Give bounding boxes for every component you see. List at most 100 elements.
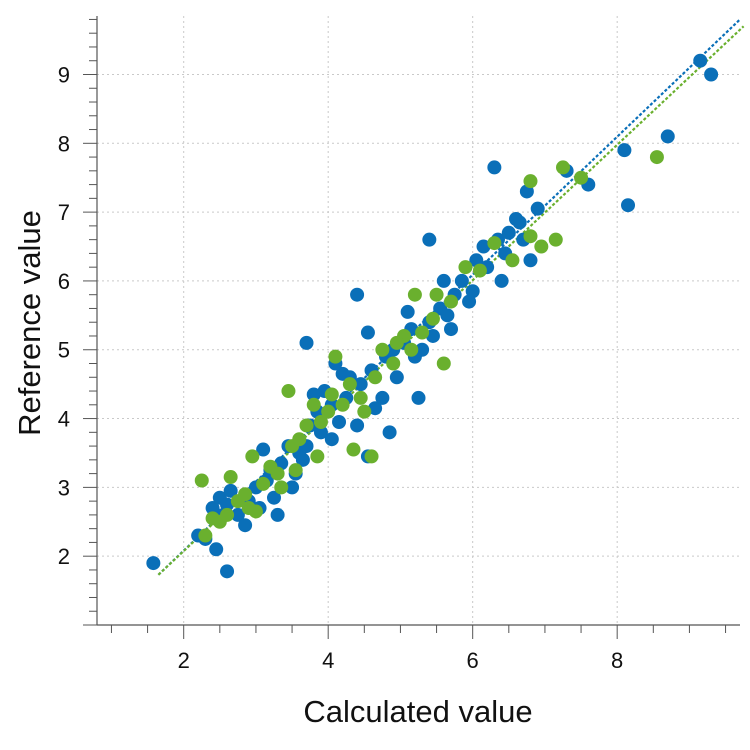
data-point-series-1: [487, 160, 502, 175]
data-point-series-1: [440, 308, 455, 323]
data-point-series-2: [299, 418, 314, 433]
data-point-series-2: [353, 390, 368, 405]
data-point-series-1: [220, 564, 235, 579]
data-point-series-2: [198, 528, 213, 543]
data-point-series-2: [328, 349, 343, 364]
data-point-series-1: [523, 253, 538, 268]
data-point-series-1: [230, 507, 245, 522]
data-point-series-2: [364, 449, 379, 464]
tick-labels: 2 4 6 8 2 3 4 5 6 7 8 9: [58, 62, 624, 673]
data-point-series-2: [313, 415, 328, 429]
x-axis-title: Calculated value: [303, 694, 532, 729]
data-point-series-2: [555, 160, 570, 175]
data-point-series-1: [389, 370, 404, 385]
data-point-series-2: [472, 263, 487, 278]
data-point-series-2: [425, 311, 440, 326]
data-point-series-2: [205, 511, 220, 526]
data-point-series-2: [574, 170, 589, 185]
data-point-series-1: [295, 452, 310, 467]
data-point-series-1: [267, 490, 282, 505]
y-tick-label: 6: [58, 269, 70, 294]
data-points: [146, 53, 719, 579]
data-point-series-2: [310, 449, 325, 464]
data-point-series-1: [350, 287, 365, 302]
x-tick-label: 4: [322, 648, 334, 673]
data-point-series-1: [693, 53, 708, 68]
data-point-series-1: [465, 284, 480, 299]
data-point-series-2: [288, 463, 303, 478]
data-point-series-1: [621, 198, 636, 213]
data-point-series-2: [346, 442, 361, 457]
data-point-series-1: [256, 442, 271, 457]
data-point-series-2: [335, 397, 350, 412]
data-point-series-2: [523, 174, 538, 189]
data-point-series-2: [368, 370, 383, 385]
data-point-series-2: [194, 473, 209, 488]
data-point-series-1: [476, 239, 491, 254]
data-point-series-2: [375, 342, 390, 357]
y-tick-label: 3: [58, 475, 70, 500]
data-point-series-2: [292, 432, 307, 447]
data-point-series-2: [534, 239, 549, 254]
data-point-series-1: [368, 401, 383, 416]
data-point-series-2: [270, 466, 285, 481]
gridlines: [97, 16, 740, 625]
data-point-series-2: [505, 253, 520, 268]
x-tick-label: 6: [467, 648, 479, 673]
data-point-series-2: [223, 470, 238, 485]
data-point-series-1: [270, 507, 285, 522]
data-point-series-1: [324, 432, 339, 447]
data-point-series-2: [245, 449, 260, 464]
y-tick-label: 4: [58, 407, 70, 432]
data-point-series-2: [306, 397, 321, 412]
y-tick-label: 2: [58, 544, 70, 569]
data-point-series-2: [386, 356, 401, 371]
data-point-series-2: [487, 236, 502, 251]
data-point-series-1: [704, 67, 719, 82]
data-point-series-2: [415, 325, 430, 340]
data-point-series-1: [350, 418, 365, 433]
data-point-series-1: [494, 273, 509, 288]
data-point-series-1: [617, 143, 632, 158]
data-point-series-1: [444, 322, 459, 337]
data-point-series-1: [436, 273, 451, 288]
y-axis-title: Reference value: [12, 210, 47, 436]
data-point-series-1: [238, 518, 253, 533]
data-point-series-2: [281, 384, 296, 399]
data-point-series-2: [523, 229, 538, 244]
data-point-series-1: [422, 232, 437, 247]
data-point-series-1: [501, 225, 516, 240]
data-point-series-2: [256, 476, 271, 491]
data-point-series-1: [411, 390, 426, 405]
data-point-series-1: [332, 415, 347, 429]
data-point-series-2: [241, 501, 256, 516]
data-point-series-2: [238, 487, 253, 502]
data-point-series-1: [353, 377, 368, 392]
data-point-series-2: [404, 342, 419, 357]
data-point-series-1: [146, 556, 161, 571]
data-point-series-1: [205, 501, 220, 516]
data-point-series-1: [209, 542, 224, 557]
x-tick-label: 2: [178, 648, 190, 673]
data-point-series-1: [335, 366, 350, 381]
x-tick-label: 8: [611, 648, 623, 673]
data-point-series-2: [548, 232, 563, 247]
data-point-series-2: [321, 404, 336, 419]
y-tick-label: 5: [58, 338, 70, 363]
data-point-series-1: [306, 387, 321, 402]
data-point-series-1: [360, 325, 375, 340]
data-point-series-2: [389, 335, 404, 350]
data-point-series-2: [220, 507, 235, 522]
data-point-series-1: [375, 390, 390, 405]
data-point-series-2: [649, 150, 664, 165]
data-point-series-2: [324, 387, 339, 402]
data-point-series-2: [407, 287, 422, 302]
data-point-series-1: [530, 201, 545, 216]
y-tick-label: 7: [58, 200, 70, 225]
data-point-series-2: [274, 480, 289, 495]
data-point-series-1: [382, 425, 397, 440]
data-point-series-1: [299, 335, 314, 350]
data-point-series-1: [285, 480, 300, 495]
axes: [83, 16, 740, 639]
